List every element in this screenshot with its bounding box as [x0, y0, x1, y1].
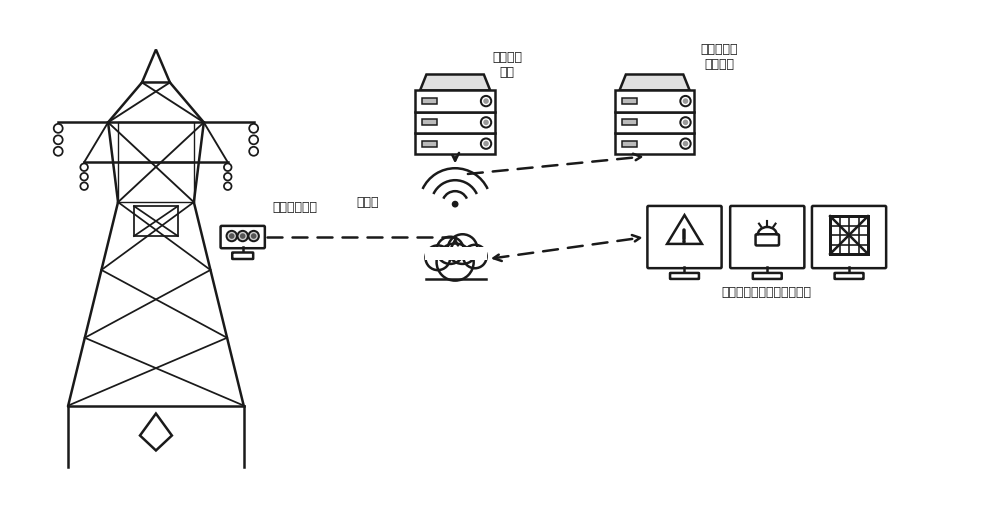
- FancyBboxPatch shape: [232, 252, 253, 259]
- Circle shape: [483, 141, 489, 147]
- Polygon shape: [415, 111, 495, 133]
- FancyBboxPatch shape: [730, 206, 804, 268]
- Circle shape: [54, 147, 63, 156]
- Polygon shape: [615, 111, 694, 133]
- Circle shape: [425, 245, 450, 270]
- Circle shape: [224, 173, 232, 181]
- Circle shape: [683, 141, 688, 147]
- Text: 云端数据
存储: 云端数据 存储: [492, 50, 522, 78]
- Circle shape: [238, 231, 248, 241]
- Polygon shape: [422, 98, 437, 104]
- Circle shape: [54, 135, 63, 145]
- FancyBboxPatch shape: [835, 273, 864, 279]
- Circle shape: [481, 96, 491, 106]
- Circle shape: [437, 243, 474, 280]
- Polygon shape: [622, 120, 637, 125]
- Circle shape: [680, 138, 691, 149]
- Polygon shape: [415, 91, 495, 111]
- Polygon shape: [615, 133, 694, 154]
- Circle shape: [224, 182, 232, 190]
- FancyBboxPatch shape: [221, 226, 265, 248]
- Circle shape: [448, 234, 477, 264]
- Circle shape: [683, 98, 688, 104]
- Text: 电网设备故障指标分析预警: 电网设备故障指标分析预警: [722, 287, 812, 299]
- Circle shape: [437, 237, 464, 264]
- Circle shape: [251, 233, 256, 239]
- FancyBboxPatch shape: [756, 234, 779, 245]
- Polygon shape: [619, 74, 690, 91]
- FancyBboxPatch shape: [647, 206, 722, 268]
- Circle shape: [481, 138, 491, 149]
- Circle shape: [463, 245, 487, 268]
- Circle shape: [249, 124, 258, 133]
- Polygon shape: [420, 74, 490, 91]
- Circle shape: [483, 120, 489, 125]
- Circle shape: [240, 233, 245, 239]
- FancyBboxPatch shape: [670, 273, 699, 279]
- Circle shape: [481, 117, 491, 128]
- Polygon shape: [615, 91, 694, 111]
- Polygon shape: [622, 140, 637, 147]
- Circle shape: [249, 147, 258, 156]
- Polygon shape: [422, 120, 437, 125]
- Polygon shape: [622, 98, 637, 104]
- Polygon shape: [422, 140, 437, 147]
- Circle shape: [80, 173, 88, 181]
- Circle shape: [227, 231, 237, 241]
- Polygon shape: [425, 248, 487, 279]
- Circle shape: [229, 233, 235, 239]
- Circle shape: [452, 202, 458, 207]
- Polygon shape: [415, 133, 495, 154]
- FancyBboxPatch shape: [812, 206, 886, 268]
- FancyBboxPatch shape: [753, 273, 782, 279]
- Circle shape: [248, 231, 259, 241]
- Circle shape: [680, 96, 691, 106]
- Circle shape: [80, 163, 88, 171]
- Circle shape: [680, 117, 691, 128]
- Circle shape: [80, 182, 88, 190]
- Circle shape: [683, 120, 688, 125]
- Text: 边缘数据采集: 边缘数据采集: [273, 201, 318, 214]
- Text: 云平台: 云平台: [356, 195, 379, 209]
- Circle shape: [54, 124, 63, 133]
- Circle shape: [224, 163, 232, 171]
- Circle shape: [483, 98, 489, 104]
- Circle shape: [249, 135, 258, 145]
- Text: 预测模型分
布式计算: 预测模型分 布式计算: [701, 43, 738, 71]
- Polygon shape: [425, 247, 487, 260]
